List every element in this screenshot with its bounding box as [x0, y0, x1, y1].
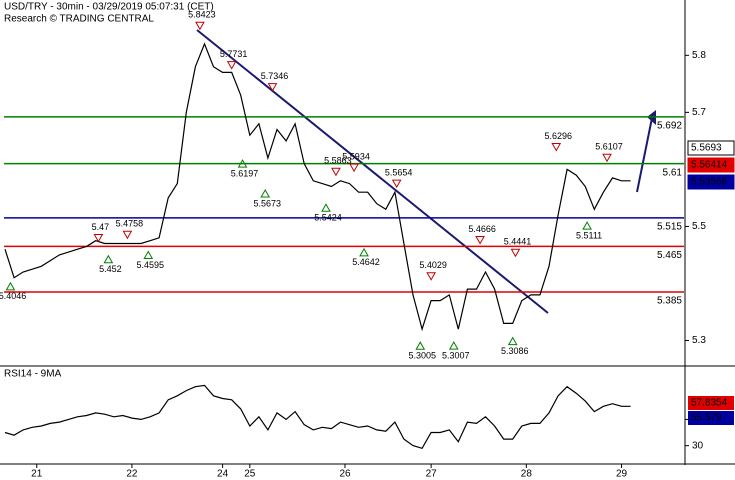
rsi-title: RSI14 - 9MA	[4, 369, 62, 380]
price-line	[4, 384, 631, 450]
x-tick-label: 27	[426, 469, 438, 480]
high-marker	[226, 61, 237, 70]
high-label: 5.6107	[595, 142, 623, 152]
high-marker	[551, 143, 562, 152]
low-label: 5.3086	[501, 346, 529, 356]
price-box-label: 5.5693	[691, 143, 722, 154]
high-marker	[195, 21, 205, 31]
high-marker	[475, 235, 485, 245]
high-marker	[267, 83, 278, 92]
x-tick-label: 21	[31, 469, 43, 480]
low-marker	[448, 341, 459, 350]
high-label: 5.7731	[220, 49, 248, 59]
x-tick-label: 26	[339, 469, 351, 480]
low-label: 5.5111	[576, 230, 602, 240]
price-line	[4, 42, 631, 332]
high-marker	[93, 234, 104, 243]
y-tick-label: 5.3	[692, 335, 706, 346]
low-label: 5.5673	[253, 198, 281, 208]
rsi-box	[688, 396, 734, 410]
forecast-arrow	[636, 117, 653, 193]
low-marker	[260, 189, 271, 198]
y-tick-label: 5.7	[692, 107, 706, 118]
high-label: 5.47	[92, 222, 110, 232]
price-box	[687, 174, 735, 190]
chart-title: USD/TRY - 30min - 03/29/2019 05:07:31 (C…	[4, 2, 214, 13]
low-marker	[359, 247, 369, 257]
low-marker	[321, 203, 331, 212]
high-marker	[391, 179, 402, 189]
rsi-box-label: 57.8354	[691, 398, 728, 409]
rsi-box	[688, 411, 734, 425]
high-label: 5.4758	[116, 219, 144, 229]
low-marker	[415, 341, 426, 350]
high-marker	[426, 272, 436, 281]
high-marker	[602, 153, 612, 163]
x-tick-label: 22	[126, 469, 138, 480]
low-label: 5.3005	[408, 351, 436, 361]
price-box-label: 5.56414	[691, 160, 728, 171]
low-label: 5.5424	[314, 213, 342, 223]
level-label: 5.465	[657, 250, 682, 261]
x-tick-label: 29	[616, 469, 628, 480]
low-marker	[5, 281, 16, 291]
high-marker	[122, 230, 133, 240]
price-box	[687, 140, 735, 156]
low-label: 5.4046	[0, 291, 26, 301]
low-marker	[507, 336, 518, 346]
high-label: 5.5934	[342, 152, 370, 162]
low-marker	[103, 254, 114, 264]
rsi-box-label: 55.579	[691, 413, 722, 424]
level-label: 5.692	[657, 121, 682, 132]
high-label: 5.5654	[385, 167, 413, 177]
high-label: 5.4029	[419, 260, 447, 270]
price-box-label: 5.53566	[691, 177, 728, 188]
high-marker	[349, 163, 359, 173]
level-label: 5.515	[657, 222, 682, 233]
high-label: 5.7346	[261, 71, 289, 81]
low-label: 5.6197	[231, 169, 259, 179]
high-label: 5.4666	[468, 224, 496, 234]
high-label: 5.4441	[504, 237, 532, 247]
low-label: 5.4595	[136, 260, 164, 270]
y-tick-label: 5.5	[692, 221, 706, 232]
x-tick-label: 28	[521, 469, 533, 480]
high-marker	[510, 248, 521, 258]
low-marker	[237, 159, 248, 168]
high-label: 5.8423	[188, 10, 216, 20]
low-label: 5.3007	[442, 350, 470, 360]
level-label: 5.385	[657, 296, 682, 307]
chart-subtitle: Research © TRADING CENTRAL	[4, 14, 154, 25]
low-marker	[143, 250, 154, 260]
x-tick-label: 24	[217, 469, 229, 480]
trendline	[196, 29, 549, 314]
high-marker	[331, 167, 341, 177]
price-box	[687, 157, 735, 173]
y-tick-label: 5.8	[692, 50, 706, 61]
low-label: 5.452	[99, 264, 122, 274]
low-marker	[582, 221, 592, 230]
rsi-tick-label: 30	[692, 440, 704, 451]
level-label: 5.61	[663, 167, 683, 178]
high-label: 5.5863	[324, 156, 352, 166]
high-label: 5.6296	[544, 131, 572, 141]
low-label: 5.4642	[352, 257, 380, 267]
x-tick-label: 25	[244, 469, 256, 480]
